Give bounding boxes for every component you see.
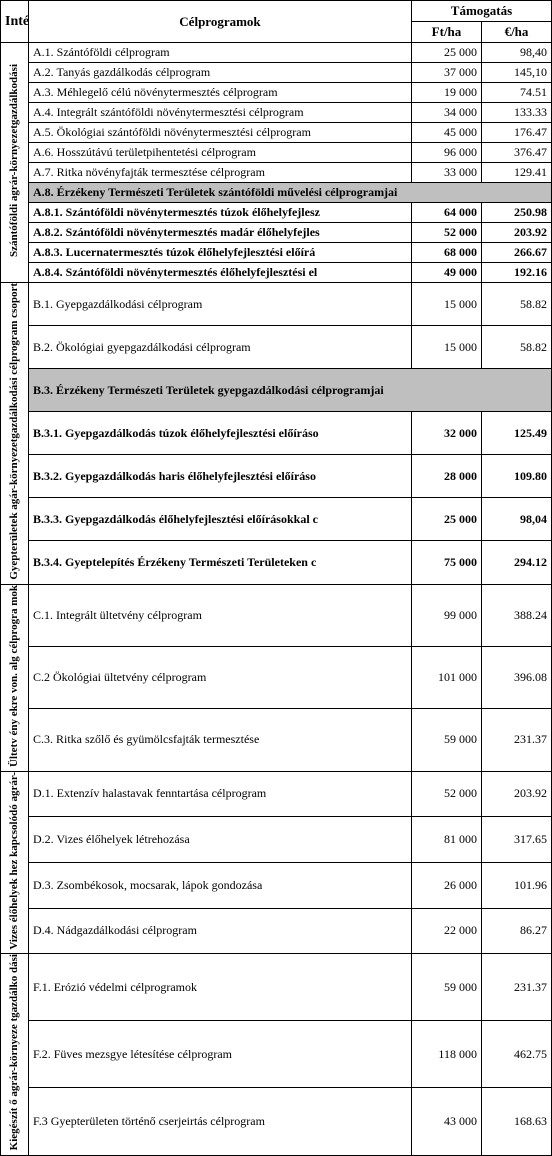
amount-ft: 15 000: [411, 326, 481, 369]
amount-eur: 203.92: [481, 771, 551, 817]
amount-eur: 58.82: [481, 326, 551, 369]
amount-eur: 74.51: [481, 83, 551, 103]
amount-ft: 99 000: [411, 584, 481, 646]
amount-ft: 34 000: [411, 103, 481, 123]
header-eha: €/ha: [481, 22, 551, 43]
amount-eur: 388.24: [481, 584, 551, 646]
amount-eur: 133.33: [481, 103, 551, 123]
amount-ft: 59 000: [411, 709, 481, 771]
amount-ft: 22 000: [411, 908, 481, 954]
amount-eur: 462.75: [481, 1021, 551, 1088]
program-name: C.2 Ökológiai ültetvény célprogram: [29, 646, 412, 708]
amount-eur: 129.41: [481, 163, 551, 183]
program-name: A.7. Ritka növényfajták termesztése célp…: [29, 163, 412, 183]
program-name: A.5. Ökológiai szántóföldi növénytermesz…: [29, 123, 412, 143]
amount-ft: 43 000: [411, 1088, 481, 1155]
amount-eur: 98,04: [481, 498, 551, 541]
amount-eur: 250.98: [481, 203, 551, 223]
amount-eur: 231.37: [481, 709, 551, 771]
program-name: B.3.1. Gyepgazdálkodás túzok élőhelyfejl…: [29, 412, 412, 455]
amount-eur: 168.63: [481, 1088, 551, 1155]
program-name: D.4. Nádgazdálkodási célprogram: [29, 908, 412, 954]
amount-eur: 98,40: [481, 43, 551, 63]
amount-ft: 25 000: [411, 43, 481, 63]
program-name: A.8.4. Szántóföldi növénytermesztés élőh…: [29, 263, 412, 283]
amount-ft: 68 000: [411, 243, 481, 263]
amount-ft: 96 000: [411, 143, 481, 163]
amount-ft: 81 000: [411, 817, 481, 863]
amount-ft: 64 000: [411, 203, 481, 223]
amount-eur: 266.67: [481, 243, 551, 263]
program-name: A.2. Tanyás gazdálkodás célprogram: [29, 63, 412, 83]
section-header: A.8. Érzékeny Természeti Területek szánt…: [29, 183, 552, 203]
amount-ft: 52 000: [411, 771, 481, 817]
group-label: Ültetv ény ekre von. alg célprogra mok: [1, 584, 29, 771]
amount-ft: 25 000: [411, 498, 481, 541]
group-label: Szántóföldi agrár-környezetgazdálkodási: [1, 43, 29, 283]
program-name: B.3.3. Gyepgazdálkodás élőhelyfejlesztés…: [29, 498, 412, 541]
support-table: Intézkedés Célprogramok Támogatás Ft/ha …: [0, 0, 552, 1156]
amount-ft: 32 000: [411, 412, 481, 455]
program-name: A.6. Hosszútávú területpihentetési célpr…: [29, 143, 412, 163]
amount-ft: 19 000: [411, 83, 481, 103]
header-intezkedes: Intézkedés: [1, 1, 29, 43]
group-label: Vizes élőhelyek hez kapcsolódó agrár-: [1, 771, 29, 954]
program-name: C.1. Integrált ültetvény célprogram: [29, 584, 412, 646]
program-name: F.3 Gyepterületen történő cserjeirtás cé…: [29, 1088, 412, 1155]
program-name: A.1. Szántóföldi célprogram: [29, 43, 412, 63]
program-name: D.3. Zsombékosok, mocsarak, lápok gondoz…: [29, 862, 412, 908]
amount-ft: 28 000: [411, 455, 481, 498]
header-ftha: Ft/ha: [411, 22, 481, 43]
amount-eur: 109.80: [481, 455, 551, 498]
amount-eur: 396.08: [481, 646, 551, 708]
amount-ft: 26 000: [411, 862, 481, 908]
amount-eur: 203.92: [481, 223, 551, 243]
amount-ft: 59 000: [411, 954, 481, 1021]
program-name: A.4. Integrált szántóföldi növénytermesz…: [29, 103, 412, 123]
amount-ft: 52 000: [411, 223, 481, 243]
amount-eur: 317.65: [481, 817, 551, 863]
header-celprogramok: Célprogramok: [29, 1, 412, 43]
program-name: F.2. Füves mezsgye létesítése célprogram: [29, 1021, 412, 1088]
header-tamogatas: Támogatás: [411, 1, 551, 22]
group-label: Kiegészít ő agrár-környeze tgazdálko dás…: [1, 954, 29, 1155]
amount-ft: 49 000: [411, 263, 481, 283]
program-name: A.8.1. Szántóföldi növénytermesztés túzo…: [29, 203, 412, 223]
program-name: B.3.2. Gyepgazdálkodás haris élőhelyfejl…: [29, 455, 412, 498]
amount-ft: 45 000: [411, 123, 481, 143]
amount-eur: 58.82: [481, 283, 551, 326]
group-label: Gyepterületek agár-környezetgazdálkodási…: [1, 283, 29, 585]
amount-eur: 376.47: [481, 143, 551, 163]
amount-ft: 33 000: [411, 163, 481, 183]
amount-ft: 101 000: [411, 646, 481, 708]
amount-eur: 231.37: [481, 954, 551, 1021]
amount-eur: 192.16: [481, 263, 551, 283]
program-name: A.8.3. Lucernatermesztés túzok élőhelyfe…: [29, 243, 412, 263]
amount-ft: 37 000: [411, 63, 481, 83]
program-name: A.8.2. Szántóföldi növénytermesztés madá…: [29, 223, 412, 243]
program-name: D.1. Extenzív halastavak fenntartása cél…: [29, 771, 412, 817]
amount-eur: 294.12: [481, 541, 551, 584]
program-name: C.3. Ritka szőlő és gyümölcsfajták terme…: [29, 709, 412, 771]
amount-eur: 145,10: [481, 63, 551, 83]
amount-ft: 118 000: [411, 1021, 481, 1088]
amount-eur: 176.47: [481, 123, 551, 143]
amount-eur: 86.27: [481, 908, 551, 954]
program-name: B.3.4. Gyeptelepítés Érzékeny Természeti…: [29, 541, 412, 584]
amount-ft: 75 000: [411, 541, 481, 584]
program-name: D.2. Vizes élőhelyek létrehozása: [29, 817, 412, 863]
program-name: B.2. Ökológiai gyepgazdálkodási célprogr…: [29, 326, 412, 369]
section-header: B.3. Érzékeny Természeti Területek gyepg…: [29, 369, 552, 412]
amount-eur: 101.96: [481, 862, 551, 908]
amount-eur: 125.49: [481, 412, 551, 455]
program-name: B.1. Gyepgazdálkodási célprogram: [29, 283, 412, 326]
amount-ft: 15 000: [411, 283, 481, 326]
program-name: F.1. Erózió védelmi célprogramok: [29, 954, 412, 1021]
program-name: A.3. Méhlegelő célú növénytermesztés cél…: [29, 83, 412, 103]
